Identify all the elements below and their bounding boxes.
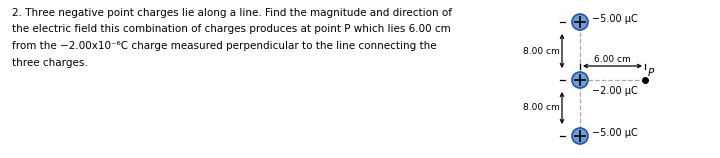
Text: three charges.: three charges. (12, 58, 88, 67)
Circle shape (572, 128, 588, 144)
Circle shape (572, 14, 588, 30)
Circle shape (572, 72, 588, 88)
Text: from the −2.00x10⁻⁶C charge measured perpendicular to the line connecting the: from the −2.00x10⁻⁶C charge measured per… (12, 41, 436, 51)
Text: −5.00 μC: −5.00 μC (592, 14, 638, 24)
Text: 8.00 cm: 8.00 cm (523, 46, 560, 55)
Text: 6.00 cm: 6.00 cm (594, 55, 631, 64)
Text: 8.00 cm: 8.00 cm (523, 103, 560, 112)
Text: P: P (648, 68, 654, 78)
Text: the electric field this combination of charges produces at point P which lies 6.: the electric field this combination of c… (12, 24, 451, 34)
Text: −5.00 μC: −5.00 μC (592, 128, 638, 138)
Text: 2. Three negative point charges lie along a line. Find the magnitude and directi: 2. Three negative point charges lie alon… (12, 8, 452, 18)
Text: −2.00 μC: −2.00 μC (592, 86, 638, 96)
